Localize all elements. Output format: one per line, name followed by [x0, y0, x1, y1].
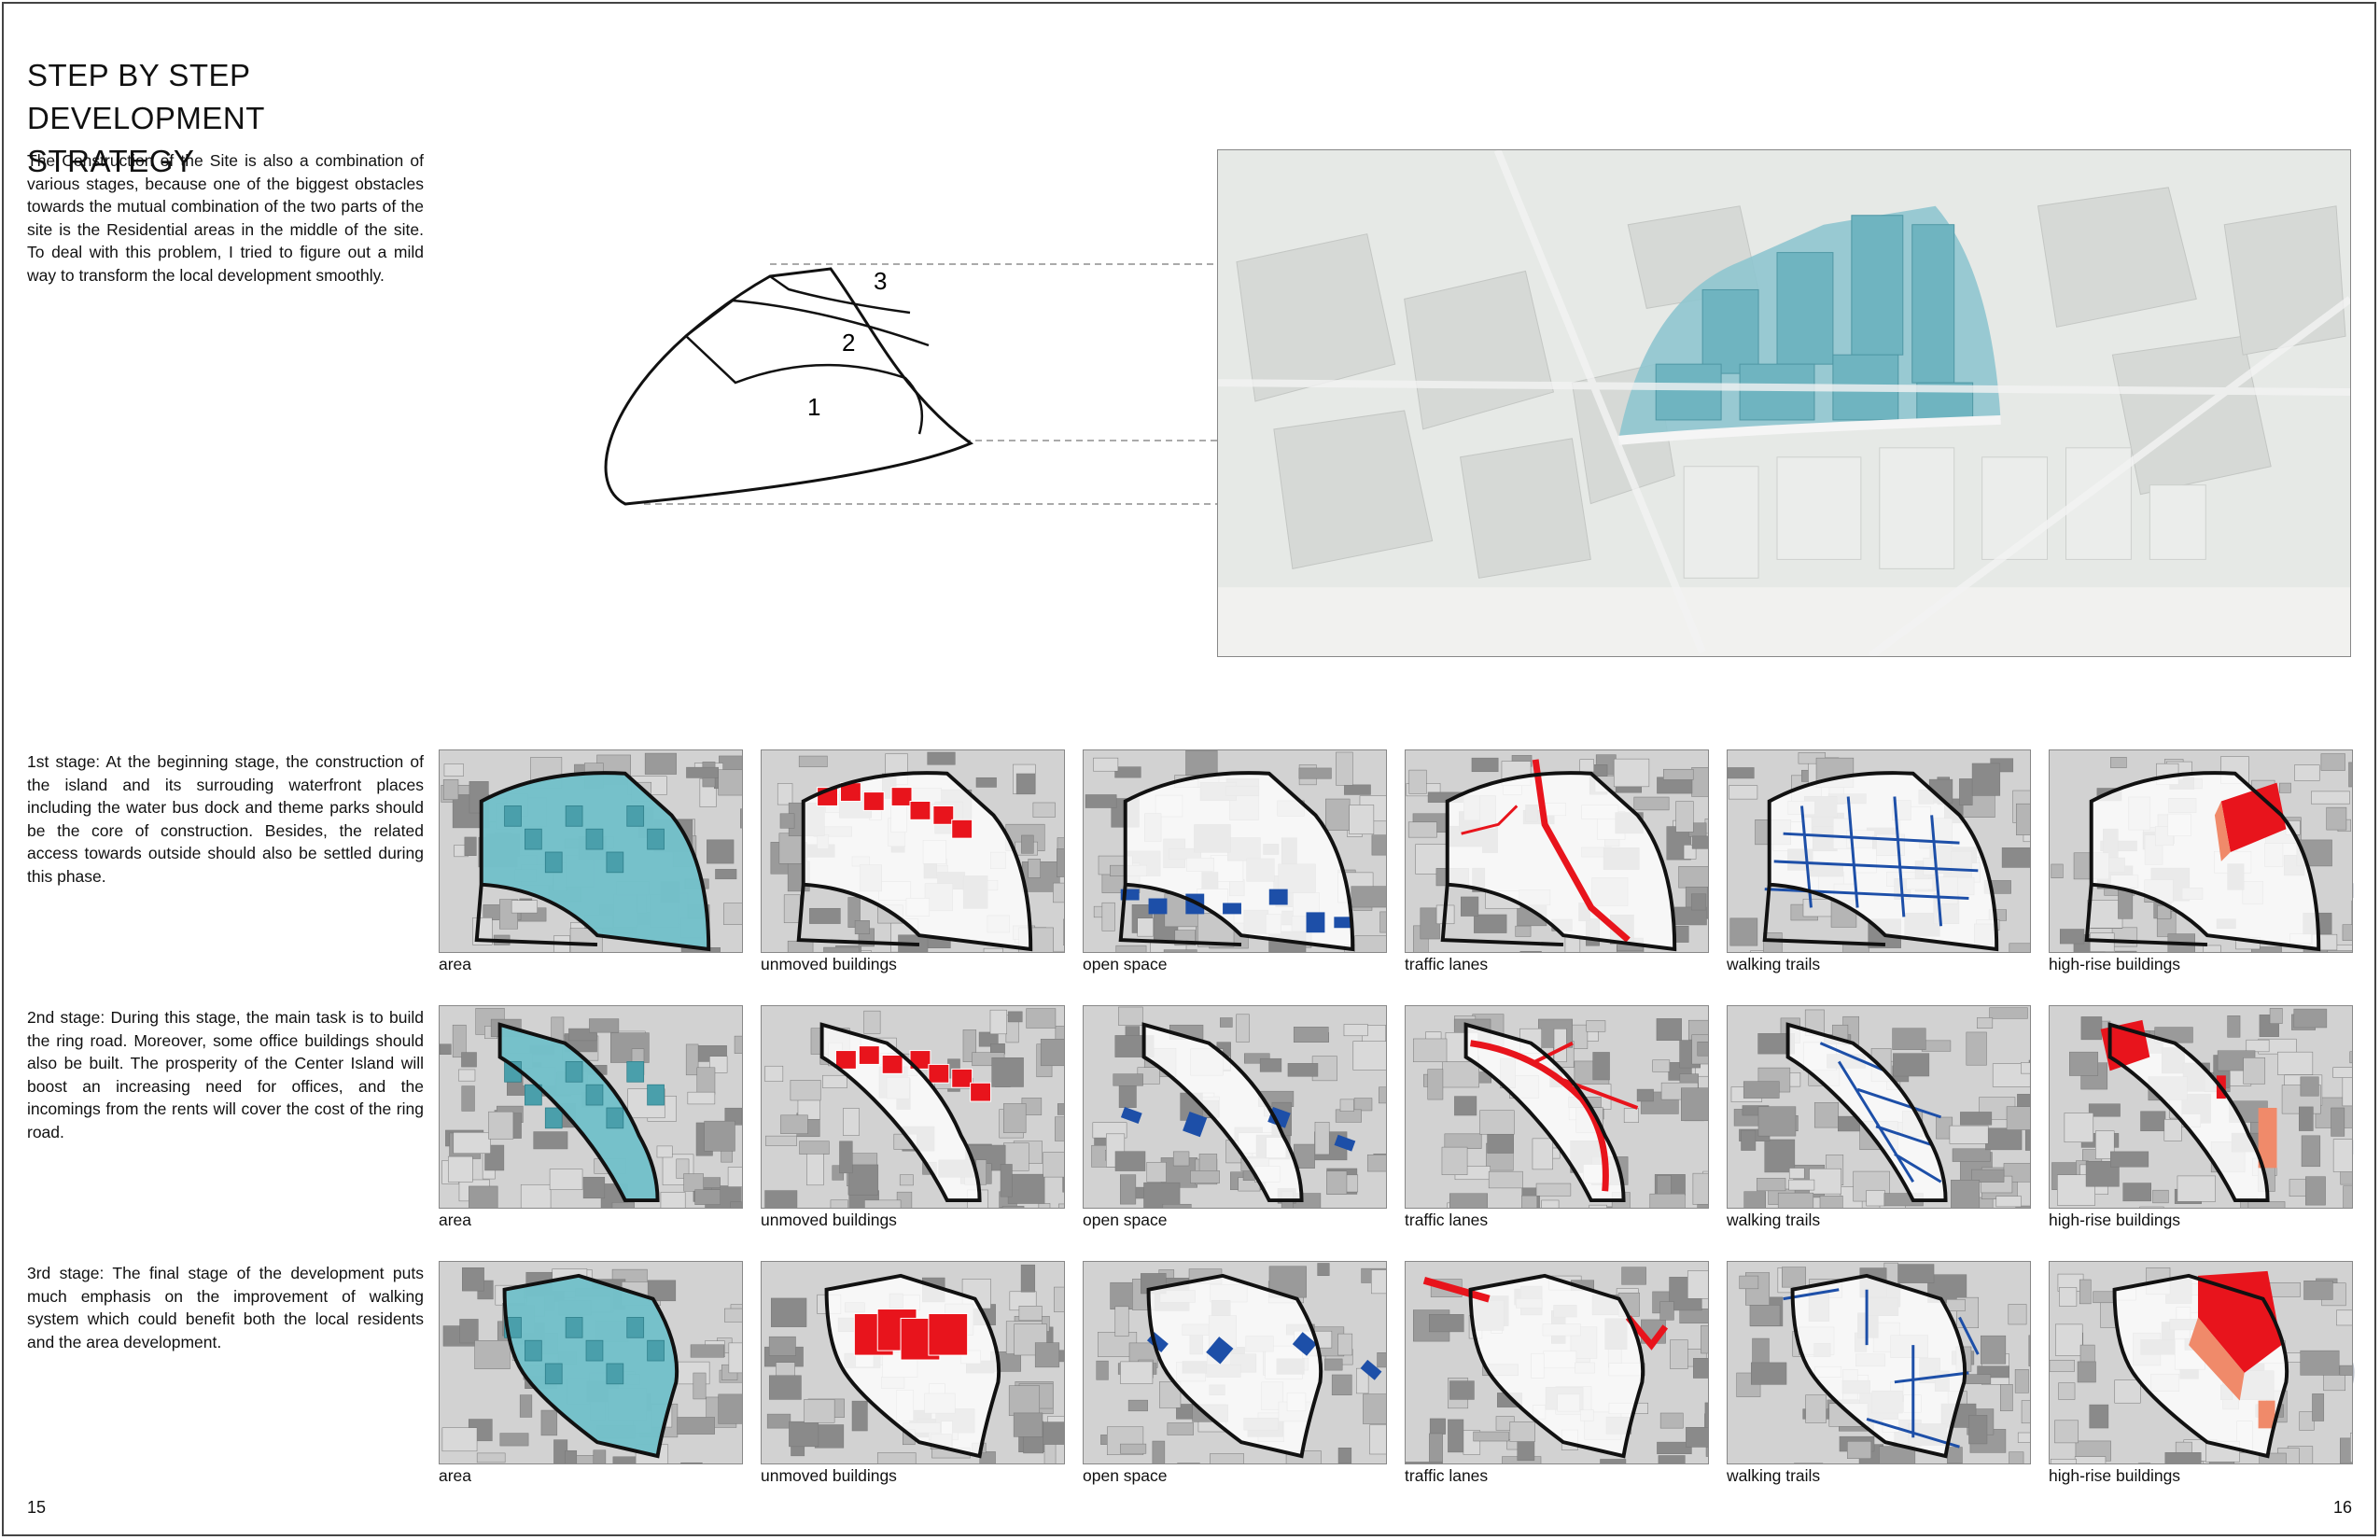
stage-2-walking-trails-map — [1727, 1005, 2031, 1209]
stage-3-walking-trails-map — [1727, 1261, 2031, 1464]
stage-2-open-space-map — [1083, 1005, 1387, 1209]
stage-1-high-rise-buildings-map — [2049, 749, 2353, 953]
caption-unmoved-buildings: unmoved buildings — [761, 1466, 897, 1485]
stage-1-area-map — [439, 749, 743, 953]
page-number-left: 15 — [27, 1498, 46, 1518]
stage-3-text: 3rd stage: The final stage of the develo… — [27, 1262, 424, 1353]
page-number-right: 16 — [2333, 1498, 2352, 1518]
caption-walking-trails: walking trails — [1727, 1466, 1820, 1485]
stage-2-text: 2nd stage: During this stage, the main t… — [27, 1006, 424, 1143]
diagram-label-2: 2 — [842, 329, 855, 357]
caption-walking-trails: walking trails — [1727, 955, 1820, 973]
stage-1-traffic-lanes-map — [1405, 749, 1709, 953]
caption-traffic-lanes: traffic lanes — [1405, 1466, 1488, 1485]
caption-walking-trails: walking trails — [1727, 1211, 1820, 1229]
stage-2-traffic-lanes-map — [1405, 1005, 1709, 1209]
diagram-label-1: 1 — [807, 393, 820, 421]
stage-3-traffic-lanes-map — [1405, 1261, 1709, 1464]
stage-2-unmoved-buildings-map — [761, 1005, 1065, 1209]
diagram-label-3: 3 — [874, 267, 887, 295]
intro-text: The Construction of the Site is also a c… — [27, 149, 424, 287]
caption-area: area — [439, 1211, 471, 1229]
phase-diagram: 3 2 1 — [597, 252, 989, 513]
site-model-photo — [1217, 149, 2351, 657]
stage-3-high-rise-buildings-map — [2049, 1261, 2353, 1464]
caption-traffic-lanes: traffic lanes — [1405, 1211, 1488, 1229]
caption-high-rise-buildings: high-rise buildings — [2049, 1211, 2180, 1229]
caption-unmoved-buildings: unmoved buildings — [761, 1211, 897, 1229]
caption-traffic-lanes: traffic lanes — [1405, 955, 1488, 973]
stage-3-unmoved-buildings-map — [761, 1261, 1065, 1464]
caption-high-rise-buildings: high-rise buildings — [2049, 955, 2180, 973]
caption-area: area — [439, 955, 471, 973]
stage-1-open-space-map — [1083, 749, 1387, 953]
caption-high-rise-buildings: high-rise buildings — [2049, 1466, 2180, 1485]
stage-1-walking-trails-map — [1727, 749, 2031, 953]
caption-open-space: open space — [1083, 1466, 1168, 1485]
caption-open-space: open space — [1083, 955, 1168, 973]
stage-3-area-map — [439, 1261, 743, 1464]
stage-3-open-space-map — [1083, 1261, 1387, 1464]
caption-unmoved-buildings: unmoved buildings — [761, 955, 897, 973]
stage-1-unmoved-buildings-map — [761, 749, 1065, 953]
stage-1-text: 1st stage: At the beginning stage, the c… — [27, 750, 424, 888]
caption-open-space: open space — [1083, 1211, 1168, 1229]
stage-2-high-rise-buildings-map — [2049, 1005, 2353, 1209]
stage-2-area-map — [439, 1005, 743, 1209]
caption-area: area — [439, 1466, 471, 1485]
